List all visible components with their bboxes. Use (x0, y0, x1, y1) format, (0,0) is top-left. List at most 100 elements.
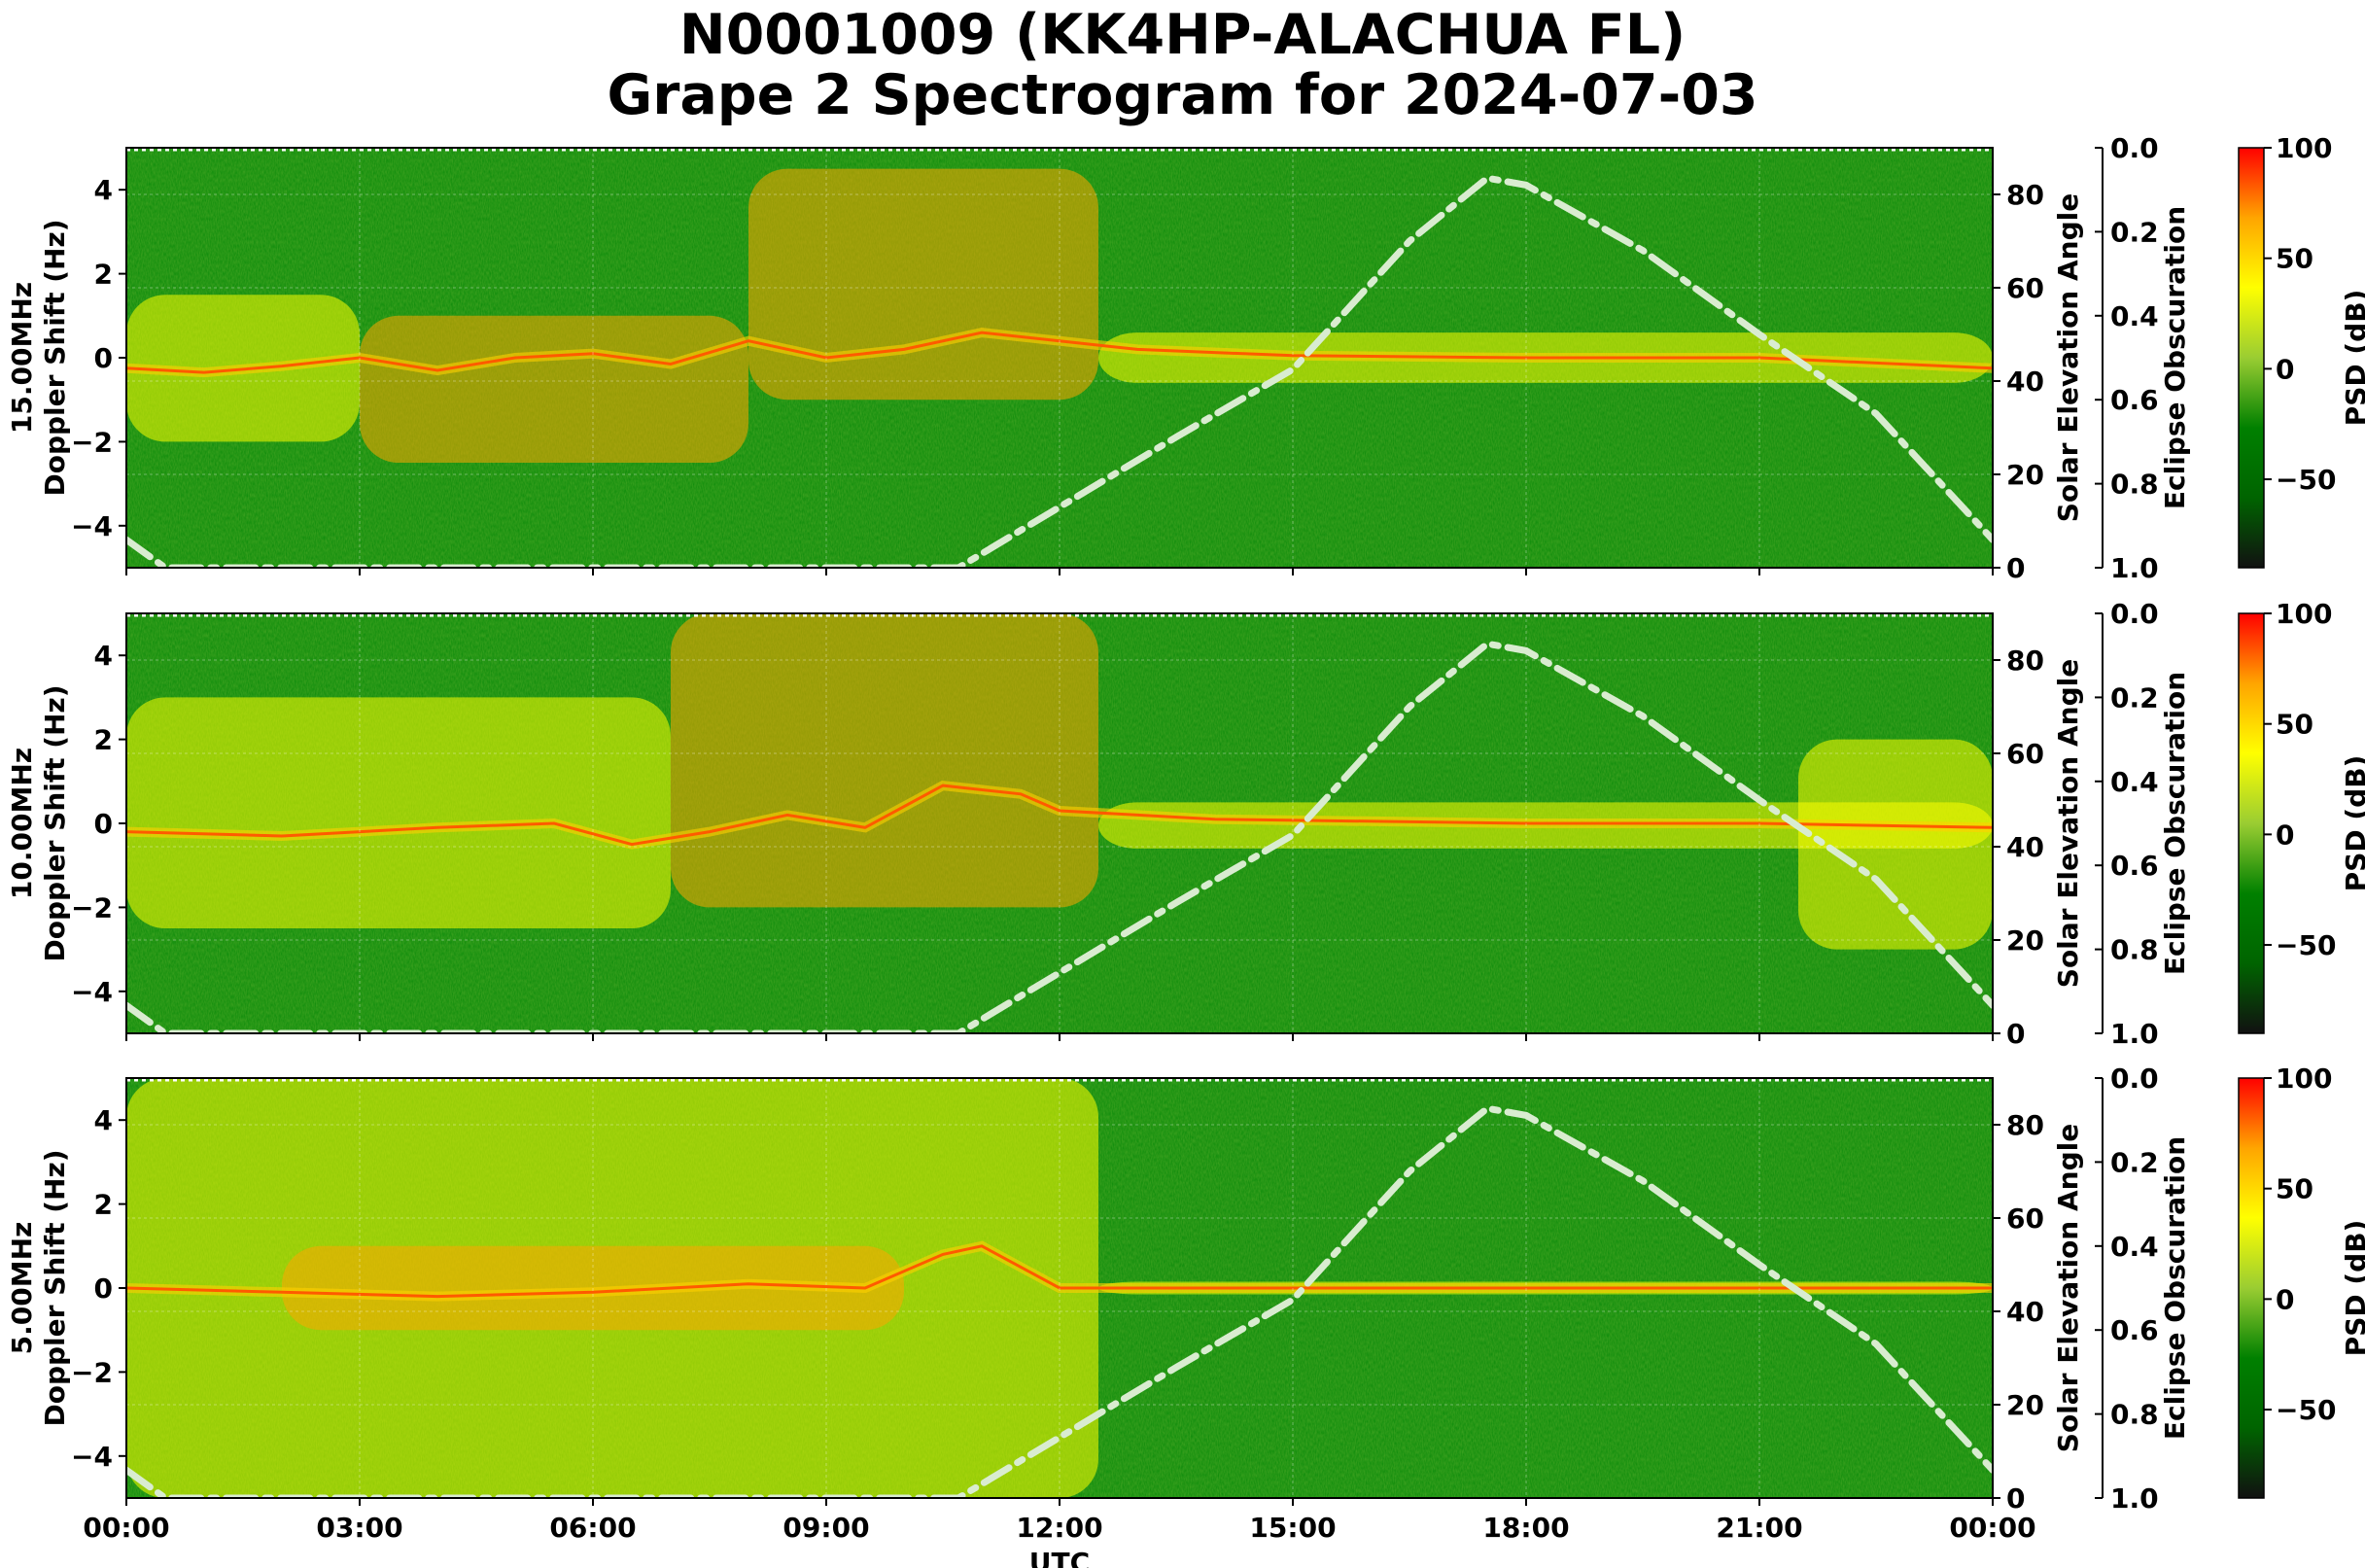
colorbar-tick-label: 50 (2276, 709, 2313, 741)
eclipse-tick-label: 0.8 (2110, 934, 2159, 966)
eclipse-tick-label: 1.0 (2110, 1482, 2159, 1515)
x-tick-label: 03:00 (316, 1512, 402, 1544)
solar-tick-label: 0 (2006, 1482, 2025, 1515)
solar-tick-label: 40 (2006, 831, 2044, 863)
colorbar-tick-label: 50 (2276, 243, 2313, 275)
x-tick-label: 18:00 (1482, 1512, 1569, 1544)
solar-tick-label: 60 (2006, 272, 2044, 304)
eclipse-tick-label: 0.8 (2110, 469, 2159, 501)
x-tick-label: 21:00 (1716, 1512, 1802, 1544)
solar-tick-label: 60 (2006, 1202, 2044, 1235)
x-tick-label: 00:00 (83, 1512, 169, 1544)
x-tick-label: 15:00 (1249, 1512, 1336, 1544)
y-axis-label-doppler: Doppler Shift (Hz) (39, 1149, 71, 1426)
eclipse-tick-label: 0.2 (2110, 1146, 2159, 1178)
eclipse-tick-label: 0.6 (2110, 384, 2159, 416)
solar-tick-label: 80 (2006, 645, 2044, 677)
y-tick-label: −2 (71, 1356, 113, 1388)
colorbar-tick-label: −50 (2276, 464, 2336, 496)
solar-tick-label: 40 (2006, 366, 2044, 398)
solar-elevation-curve (126, 174, 1993, 568)
y-tick-label: 2 (94, 1189, 113, 1221)
y-tick-label: 0 (94, 342, 113, 374)
eclipse-tick-label: 1.0 (2110, 552, 2159, 584)
y-tick-label: 2 (94, 724, 113, 756)
carrier-trace (126, 784, 1993, 847)
y-tick-label: 4 (94, 174, 113, 206)
eclipse-tick-label: 0.0 (2110, 1063, 2159, 1095)
colorbar (2238, 1077, 2265, 1499)
solar-elevation-curve (126, 1104, 1993, 1498)
y-tick-label: −4 (71, 510, 113, 542)
chart-title-line-1: N0001009 (KK4HP-ALACHUA FL) (678, 3, 1687, 67)
solar-axis-label: Solar Elevation Angle (2052, 659, 2084, 988)
eclipse-tick-label: 0.0 (2110, 598, 2159, 630)
solar-tick-label: 80 (2006, 1109, 2044, 1141)
enhancement-region (1798, 739, 1993, 950)
solar-tick-label: 0 (2006, 1018, 2025, 1050)
spectrogram-panel-2 (126, 613, 1993, 1033)
eclipse-axis-label: Eclipse Obscuration (2159, 206, 2191, 509)
x-tick-label: 00:00 (1949, 1512, 2035, 1544)
eclipse-tick-label: 0.8 (2110, 1399, 2159, 1431)
colorbar (2238, 147, 2265, 569)
eclipse-tick-label: 0.6 (2110, 850, 2159, 882)
spectrogram-panel-3 (126, 1078, 1993, 1498)
eclipse-tick-label: 0.2 (2110, 216, 2159, 248)
y-axis-label: 10.00MHzDoppler Shift (Hz) (6, 684, 71, 961)
colorbar-tick-label: −50 (2276, 929, 2336, 961)
y-axis-label-frequency: 10.00MHz (6, 748, 38, 899)
eclipse-tick-label: 0.4 (2110, 766, 2159, 798)
y-tick-label: 2 (94, 259, 113, 291)
solar-tick-label: 80 (2006, 179, 2044, 211)
eclipse-tick-label: 0.4 (2110, 1231, 2159, 1263)
solar-axis-label: Solar Elevation Angle (2052, 1124, 2084, 1452)
y-tick-label: −2 (71, 426, 113, 458)
x-axis-label: UTC (1029, 1547, 1090, 1568)
y-axis-label: 15.00MHzDoppler Shift (Hz) (6, 219, 71, 496)
solar-elevation-curve (126, 640, 1993, 1033)
x-tick-label: 12:00 (1016, 1512, 1102, 1544)
colorbar-tick-label: 50 (2276, 1173, 2313, 1205)
colorbar-tick-label: −50 (2276, 1394, 2336, 1426)
colorbar-tick-label: 100 (2276, 598, 2332, 630)
carrier-trace (126, 1244, 1993, 1299)
solar-tick-label: 20 (2006, 1389, 2044, 1421)
colorbar-label: PSD (dB) (2340, 290, 2365, 427)
colorbar-tick-label: 100 (2276, 1063, 2332, 1095)
enhancement-region (360, 315, 748, 463)
solar-tick-label: 20 (2006, 459, 2044, 491)
enhancement-region (126, 697, 671, 928)
eclipse-tick-label: 0.4 (2110, 300, 2159, 332)
eclipse-axis-label: Eclipse Obscuration (2159, 1136, 2191, 1440)
solar-tick-label: 0 (2006, 552, 2025, 584)
chart-title-line-2: Grape 2 Spectrogram for 2024-07-03 (607, 63, 1758, 127)
y-tick-label: −4 (71, 1441, 113, 1473)
x-tick-label: 09:00 (783, 1512, 869, 1544)
carrier-trace (126, 331, 1993, 374)
colorbar-label: PSD (dB) (2340, 1220, 2365, 1357)
solar-tick-label: 60 (2006, 738, 2044, 770)
enhancement-region (671, 613, 1098, 908)
solar-axis-label: Solar Elevation Angle (2052, 193, 2084, 522)
x-tick-label: 06:00 (549, 1512, 636, 1544)
eclipse-axis-label: Eclipse Obscuration (2159, 672, 2191, 975)
enhancement-region (748, 168, 1098, 401)
y-tick-label: 4 (94, 1104, 113, 1136)
spectrogram-panel-1 (126, 148, 1993, 568)
colorbar-tick-label: 0 (2276, 819, 2294, 851)
eclipse-tick-label: 0.2 (2110, 681, 2159, 714)
y-axis-label-frequency: 15.00MHz (6, 282, 38, 434)
solar-tick-label: 40 (2006, 1296, 2044, 1328)
y-tick-label: −4 (71, 976, 113, 1008)
eclipse-tick-label: 1.0 (2110, 1018, 2159, 1050)
y-tick-label: −2 (71, 891, 113, 923)
colorbar-label: PSD (dB) (2340, 755, 2365, 892)
y-axis-label-frequency: 5.00MHz (6, 1222, 38, 1355)
y-axis-label-doppler: Doppler Shift (Hz) (39, 684, 71, 961)
y-tick-label: 4 (94, 640, 113, 672)
colorbar-tick-label: 0 (2276, 353, 2294, 385)
colorbar-tick-label: 0 (2276, 1283, 2294, 1315)
